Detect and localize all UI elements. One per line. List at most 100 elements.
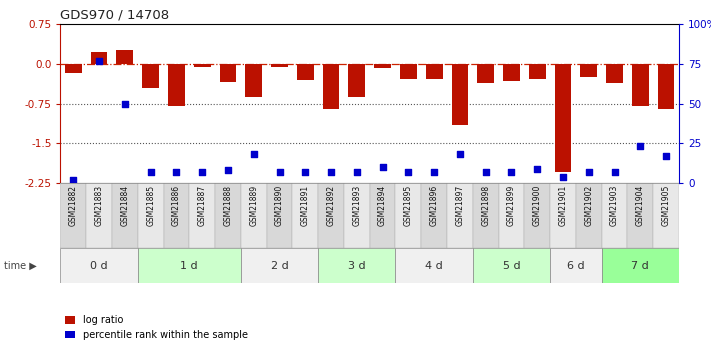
Point [299, 169, 311, 175]
Text: GSM21886: GSM21886 [172, 185, 181, 226]
Bar [529, 64, 545, 79]
Bar [220, 64, 236, 82]
Text: GSM21883: GSM21883 [95, 185, 104, 226]
Bar [632, 64, 648, 106]
Bar [524, 183, 550, 248]
Point [429, 169, 440, 175]
Text: GSM21893: GSM21893 [353, 185, 361, 226]
Point [68, 177, 79, 183]
Bar [555, 64, 572, 172]
Text: GSM21905: GSM21905 [662, 185, 670, 226]
Bar [323, 64, 339, 109]
Text: 3 d: 3 d [348, 261, 365, 270]
Text: GSM21898: GSM21898 [481, 185, 490, 226]
Bar [241, 248, 319, 283]
Bar [477, 64, 494, 83]
Text: GSM21895: GSM21895 [404, 185, 413, 226]
Text: GSM21903: GSM21903 [610, 185, 619, 226]
Bar [344, 183, 370, 248]
Bar [142, 64, 159, 88]
Text: GSM21897: GSM21897 [456, 185, 464, 226]
Point [326, 169, 337, 175]
Bar [91, 52, 107, 64]
Bar [606, 64, 623, 83]
Text: GSM21899: GSM21899 [507, 185, 516, 226]
Bar [112, 183, 138, 248]
Bar [627, 183, 653, 248]
Bar [348, 64, 365, 97]
Text: GSM21901: GSM21901 [559, 185, 567, 226]
Bar [447, 183, 473, 248]
Bar [580, 64, 597, 77]
Bar [473, 183, 498, 248]
Text: 6 d: 6 d [567, 261, 584, 270]
Point [583, 169, 594, 175]
Point [119, 101, 131, 106]
Text: GSM21887: GSM21887 [198, 185, 207, 226]
Bar [374, 64, 391, 68]
Text: GSM21891: GSM21891 [301, 185, 310, 226]
Bar [550, 183, 576, 248]
Text: GSM21888: GSM21888 [223, 185, 232, 226]
Text: GSM21904: GSM21904 [636, 185, 645, 226]
Bar [421, 183, 447, 248]
Bar [60, 183, 86, 248]
Bar [86, 183, 112, 248]
Point [248, 151, 260, 157]
Bar [168, 64, 185, 106]
Text: GSM21885: GSM21885 [146, 185, 155, 226]
Bar [189, 183, 215, 248]
Bar [267, 183, 292, 248]
Bar [138, 248, 241, 283]
Point [506, 169, 517, 175]
Bar [473, 248, 550, 283]
Point [145, 169, 156, 175]
Text: GSM21892: GSM21892 [326, 185, 336, 226]
Point [274, 169, 285, 175]
Text: 4 d: 4 d [425, 261, 443, 270]
Text: GSM21896: GSM21896 [429, 185, 439, 226]
Bar [194, 64, 210, 67]
Point [402, 169, 414, 175]
Bar [400, 64, 417, 79]
Text: GSM21890: GSM21890 [275, 185, 284, 226]
Bar [451, 64, 469, 125]
Bar [318, 183, 344, 248]
Point [609, 169, 620, 175]
Point [532, 166, 543, 171]
Bar [215, 183, 241, 248]
Bar [370, 183, 395, 248]
Text: GSM21889: GSM21889 [250, 185, 258, 226]
Legend: log ratio, percentile rank within the sample: log ratio, percentile rank within the sa… [65, 315, 248, 340]
Bar [602, 183, 627, 248]
Point [557, 174, 569, 179]
Point [171, 169, 182, 175]
Bar [550, 248, 602, 283]
Bar [653, 183, 679, 248]
Text: GSM21900: GSM21900 [533, 185, 542, 226]
Bar [318, 248, 395, 283]
Point [480, 169, 491, 175]
Bar [503, 64, 520, 81]
Point [351, 169, 363, 175]
Text: 1 d: 1 d [181, 261, 198, 270]
Point [635, 144, 646, 149]
Text: 5 d: 5 d [503, 261, 520, 270]
Text: GSM21894: GSM21894 [378, 185, 387, 226]
Point [454, 151, 466, 157]
Text: GSM21882: GSM21882 [69, 185, 77, 226]
Text: 7 d: 7 d [631, 261, 649, 270]
Text: GSM21884: GSM21884 [120, 185, 129, 226]
Text: time ▶: time ▶ [4, 261, 36, 270]
Text: GSM21902: GSM21902 [584, 185, 593, 226]
Bar [297, 64, 314, 80]
Bar [164, 183, 189, 248]
Point [196, 169, 208, 175]
Text: 0 d: 0 d [90, 261, 108, 270]
Point [93, 58, 105, 63]
Bar [241, 183, 267, 248]
Bar [271, 64, 288, 67]
Bar [602, 248, 679, 283]
Bar [65, 64, 82, 73]
Point [661, 153, 672, 159]
